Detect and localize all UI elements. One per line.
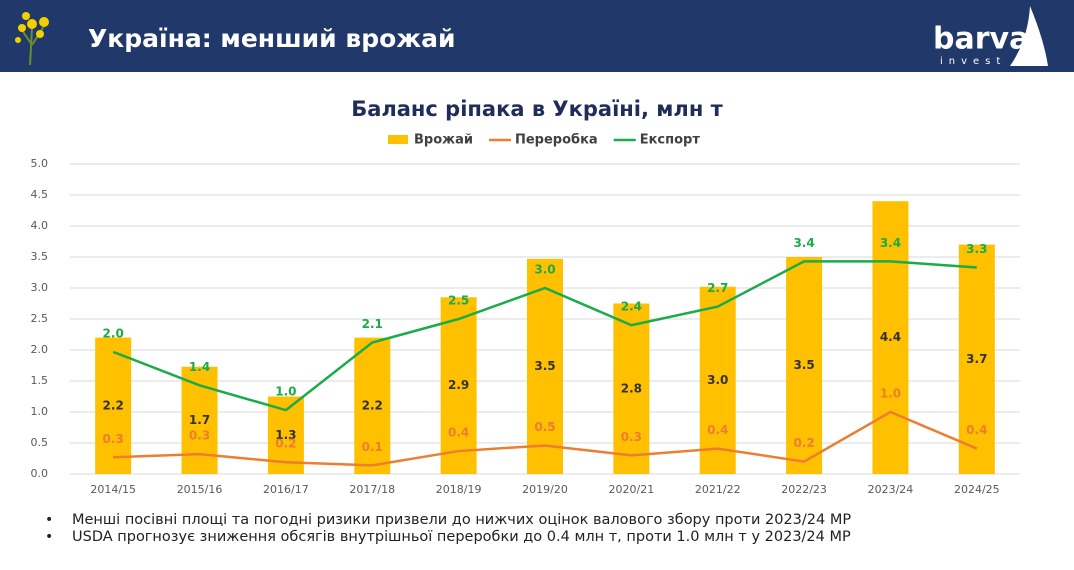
value-label: 2.8 xyxy=(621,381,642,395)
legend-label: Експорт xyxy=(640,133,701,148)
bullet: • xyxy=(45,529,53,545)
y-tick-label: 0.0 xyxy=(31,467,49,480)
y-tick-label: 2.5 xyxy=(31,312,49,325)
legend-label: Врожай xyxy=(414,133,473,148)
value-label: 1.7 xyxy=(189,413,210,427)
flower-icon xyxy=(15,12,49,66)
value-label: 0.4 xyxy=(966,423,987,437)
value-label: 0.5 xyxy=(534,420,555,434)
y-tick-label: 2.0 xyxy=(31,343,49,356)
chart-title: Баланс ріпака в Україні, млн т xyxy=(351,97,723,121)
value-label: 0.2 xyxy=(793,436,814,450)
value-label: 2.7 xyxy=(707,281,728,295)
x-tick-label: 2021/22 xyxy=(695,483,741,496)
value-label: 2.2 xyxy=(362,398,383,412)
line xyxy=(112,260,977,412)
bar xyxy=(872,201,909,474)
value-label: 3.0 xyxy=(707,373,728,387)
value-label: 2.0 xyxy=(103,326,124,340)
x-tick-label: 2020/21 xyxy=(609,483,655,496)
bar xyxy=(354,337,391,474)
note: USDA прогнозує зниження обсягів внутрішн… xyxy=(72,529,851,545)
value-label: 2.1 xyxy=(362,317,383,331)
value-label: 3.7 xyxy=(966,352,987,366)
y-tick-label: 1.0 xyxy=(31,405,49,418)
header-bar xyxy=(0,0,1074,72)
bar xyxy=(786,257,823,474)
legend-swatch xyxy=(388,135,408,144)
value-label: 0.4 xyxy=(448,426,469,440)
value-label: 3.3 xyxy=(966,242,987,256)
value-label: 3.5 xyxy=(534,359,555,373)
value-label: 1.4 xyxy=(189,360,210,374)
x-tick-label: 2015/16 xyxy=(177,483,223,496)
value-label: 1.0 xyxy=(880,387,901,401)
logo-sub: invest xyxy=(940,56,1006,67)
value-label: 1.0 xyxy=(275,385,296,399)
y-tick-label: 1.5 xyxy=(31,374,49,387)
y-tick-label: 3.0 xyxy=(31,281,49,294)
value-label: 3.5 xyxy=(793,358,814,372)
x-tick-label: 2014/15 xyxy=(90,483,136,496)
bullet: • xyxy=(45,512,53,528)
value-label: 3.0 xyxy=(534,263,555,277)
bar xyxy=(613,303,650,474)
x-tick-label: 2018/19 xyxy=(436,483,482,496)
x-tick-label: 2024/25 xyxy=(954,483,1000,496)
value-label: 2.9 xyxy=(448,378,469,392)
value-label: 0.3 xyxy=(621,430,642,444)
y-tick-label: 5.0 xyxy=(31,157,49,170)
y-tick-label: 4.5 xyxy=(31,188,49,201)
value-label: 3.4 xyxy=(793,236,814,250)
value-label: 1.3 xyxy=(275,428,296,442)
value-label: 0.3 xyxy=(103,432,124,446)
note: Менші посівні площі та погодні ризики пр… xyxy=(72,512,851,528)
x-tick-label: 2023/24 xyxy=(868,483,914,496)
value-label: 2.5 xyxy=(448,294,469,308)
value-label: 0.3 xyxy=(189,429,210,443)
y-tick-label: 3.5 xyxy=(31,250,49,263)
legend-label: Переробка xyxy=(515,133,598,148)
logo-sail xyxy=(1010,6,1048,66)
bar xyxy=(958,244,995,474)
y-tick-label: 0.5 xyxy=(31,436,49,449)
y-tick-label: 4.0 xyxy=(31,219,49,232)
x-tick-label: 2022/23 xyxy=(781,483,827,496)
value-label: 2.2 xyxy=(103,398,124,412)
logo: barva xyxy=(933,22,1029,57)
bar xyxy=(699,286,736,474)
bar xyxy=(440,297,477,474)
bar xyxy=(95,337,132,474)
value-label: 4.4 xyxy=(880,330,901,344)
value-label: 0.2 xyxy=(275,437,296,451)
x-tick-label: 2016/17 xyxy=(263,483,309,496)
x-tick-label: 2017/18 xyxy=(349,483,395,496)
header-title: Україна: менший врожай xyxy=(88,24,456,53)
value-label: 2.4 xyxy=(621,300,642,314)
value-label: 3.4 xyxy=(880,236,901,250)
value-label: 0.4 xyxy=(707,423,728,437)
value-label: 0.1 xyxy=(362,440,383,454)
chart: 0.0 0.5 1.0 1.5 2.0 2.5 3.0 3.5 4.0 4.5 5.0 2014/15… xyxy=(31,133,1020,496)
bar xyxy=(527,258,563,474)
x-tick-label: 2019/20 xyxy=(522,483,568,496)
line xyxy=(113,410,978,467)
